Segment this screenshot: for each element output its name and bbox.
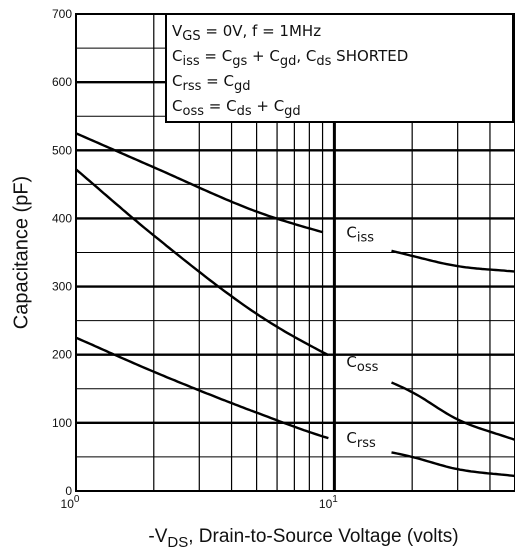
legend-frame [165,13,514,123]
legend-subscript: gd [284,104,301,119]
x-tick-base: 10 [319,497,333,511]
y-tick-label: 500 [52,143,72,157]
y-axis-title: Capacitance (pF) [10,176,32,329]
x-tick-base: 10 [61,497,75,511]
legend-text-segment: = C [201,72,234,90]
legend-line: Ciss = Cgs + Cgd, Cds SHORTED [172,47,408,69]
legend-text-segment: + C [252,97,285,115]
series-label-subscript: oss [357,360,379,375]
legend-text-segment: , C [296,47,316,65]
legend-text-segment: SHORTED [331,47,408,65]
x-title-subscript: DS [167,534,188,551]
x-axis-title: -VDS, Drain-to-Source Voltage (volts) [148,526,458,551]
y-tick-label: 300 [52,280,72,294]
legend-text-segment: = C [200,47,233,65]
series-label-rss: Crss [346,429,376,451]
x-tick-exponent: 0 [74,494,80,505]
legend-box: VGS = 0V, f = 1MHz Ciss = Cgs + Cgd, Cds … [165,13,514,123]
legend-text-segment: V [172,22,183,40]
x-tick-label: 100 [61,494,80,511]
legend-subscript: gs [232,54,247,69]
legend-subscript: gd [280,54,297,69]
legend-subscript: ds [316,54,331,69]
series-line-iss [391,249,515,273]
series-line-rss [391,451,515,478]
series-label-subscript: iss [357,231,374,246]
x-tick-labels: 100 101 [61,494,339,511]
series-label-base: C [346,224,356,242]
legend-line: Crss = Cgd [172,72,250,94]
legend-subscript: GS [182,29,200,44]
legend-text-segment: C [172,72,182,90]
legend-subscript: oss [182,104,204,119]
series-label-oss: Coss [346,353,378,375]
x-tick-exponent: 1 [332,494,338,505]
legend-text-segment: = C [204,97,237,115]
x-tick-label: 101 [319,494,338,511]
series-line-oss [75,168,329,357]
legend-text-segment: + C [247,47,280,65]
y-tick-label: 0 [65,484,72,498]
y-tick-label: 700 [52,7,72,21]
legend-text-segment: C [172,47,182,65]
series-curves [75,132,515,478]
y-tick-label: 600 [52,75,72,89]
legend-subscript: rss [182,79,201,94]
x-title-prefix: -V [148,526,167,547]
x-title-suffix: , Drain-to-Source Voltage (volts) [188,526,458,547]
y-tick-label: 200 [52,348,72,362]
series-label-base: C [346,353,356,371]
series-label-iss: Ciss [346,224,374,246]
series-label-subscript: rss [357,436,376,451]
y-tick-labels: 0 100 200 300 400 500 600 700 [52,7,72,498]
y-tick-label: 100 [52,416,72,430]
legend-line: VGS = 0V, f = 1MHz [172,22,321,44]
series-line-rss [75,336,329,440]
legend-subscript: ds [237,104,252,119]
series-line-iss [75,132,324,234]
y-tick-label: 400 [52,211,72,225]
series-line-oss [391,381,515,442]
series-label-base: C [346,429,356,447]
legend-subscript: gd [234,79,251,94]
legend-line: Coss = Cds + Cgd [172,97,301,119]
legend-subscript: iss [182,54,199,69]
legend-text-segment: = 0V, f = 1MHz [201,22,322,40]
legend-text-segment: C [172,97,182,115]
